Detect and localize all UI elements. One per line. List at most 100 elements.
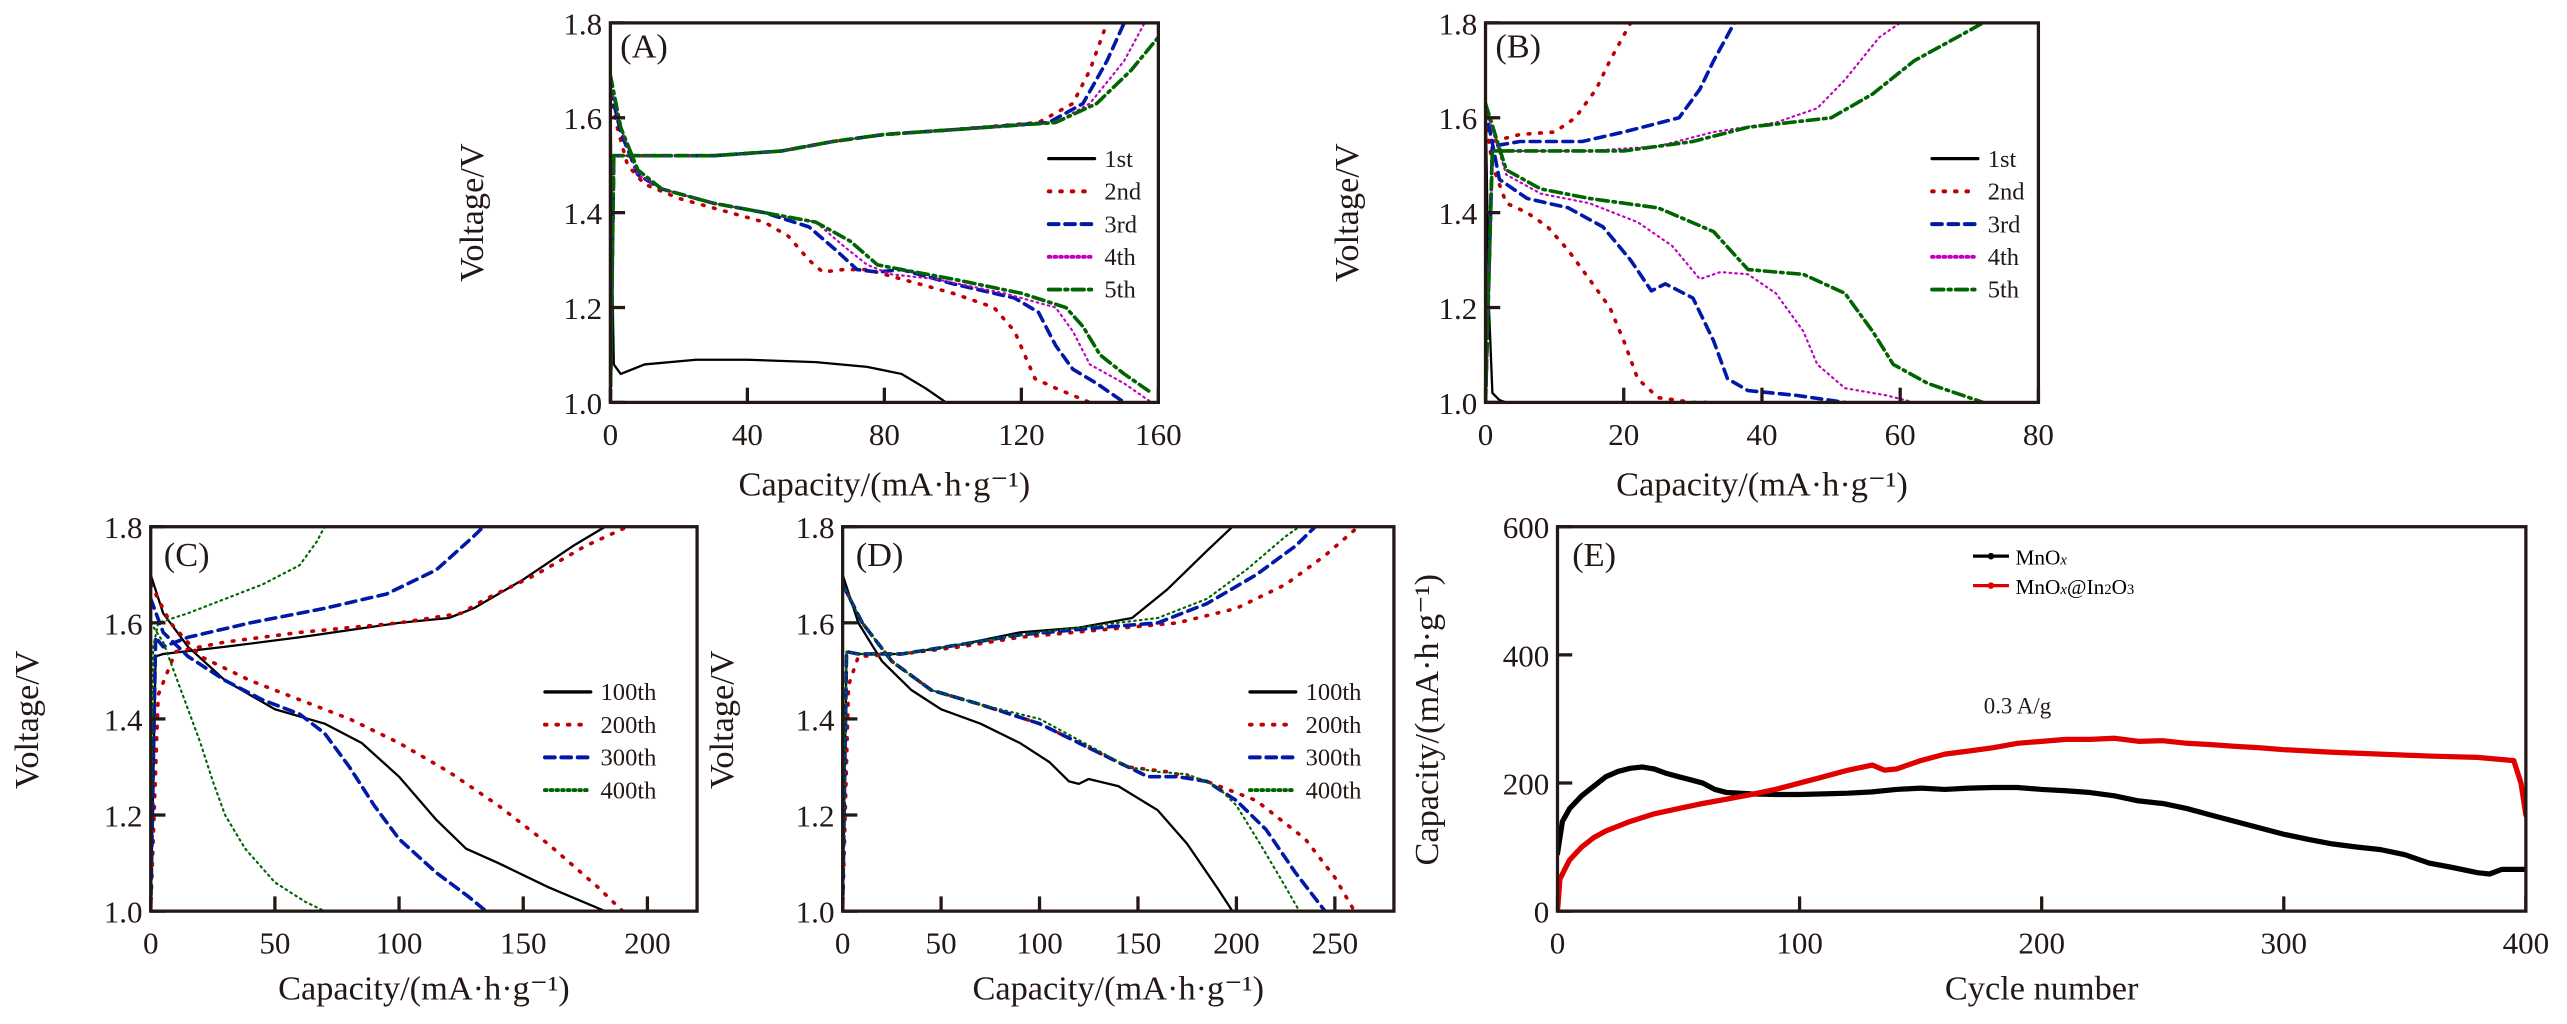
legend-label: 5th	[1988, 277, 2019, 304]
y-tick-label: 1.0	[796, 895, 835, 930]
y-axis-label: Capacity/(mA·h·g⁻¹)	[1408, 574, 1446, 866]
series-100th-charge	[150, 526, 607, 912]
series-group	[610, 22, 1159, 403]
series-3rd-charge	[610, 22, 1126, 403]
panel-a: 0 40 80 120 160 1.0 1.2 1.4 1.6 1.8 Capacity/(mA·h…	[453, 6, 1182, 503]
y-tick-label: 1.6	[1439, 101, 1478, 136]
legend-label: 1st	[1104, 146, 1133, 173]
legend-item: 2nd	[1930, 179, 2024, 206]
legend-label: 2nd	[1104, 179, 1141, 206]
legend-item: MnOx	[1972, 545, 2068, 569]
series-300th-charge	[842, 526, 1318, 912]
y-tick-label: 1.2	[104, 798, 143, 833]
x-axis-label: Capacity/(mA·h·g⁻¹)	[1616, 466, 1908, 504]
x-tick-label: 100	[1776, 926, 1823, 961]
series-300th-charge	[150, 526, 486, 912]
y-tick-label: 0	[1534, 895, 1550, 930]
y-tick-label: 1.6	[796, 606, 835, 641]
legend-label: 300th	[1306, 745, 1362, 772]
x-tick-label: 80	[2023, 417, 2054, 452]
legend-label: 100th	[601, 679, 657, 706]
legend-label: 300th	[601, 745, 657, 772]
legend-item: 4th	[1046, 244, 1136, 271]
series-200th-charge	[150, 526, 630, 912]
x-tick-label: 0	[835, 926, 851, 961]
legend-item: MnOx@In2O3	[1972, 575, 2134, 599]
x-tick-label: 400	[2503, 926, 2550, 961]
y-tick-label: 1.4	[1439, 196, 1478, 231]
x-tick-label: 0	[603, 417, 619, 452]
x-tick-label: 120	[998, 417, 1045, 452]
x-tick-label: 250	[1312, 926, 1359, 961]
legend-marker	[1987, 582, 1995, 589]
series-1st-discharge	[610, 69, 948, 403]
legend: 100th 200th 300th 400th	[1248, 679, 1362, 804]
legend: 1st 2nd 3rd 4th 5th	[1930, 146, 2024, 304]
series-mnox-line	[1557, 764, 2526, 877]
legend-item: 400th	[1248, 777, 1362, 804]
legend-label: 3rd	[1104, 211, 1137, 238]
panel-label: (A)	[620, 27, 668, 65]
panel-label: (E)	[1572, 536, 1616, 574]
series-100th-charge	[842, 526, 1234, 912]
series-200th-discharge	[150, 582, 625, 912]
series-5th-charge	[1485, 22, 1985, 403]
x-tick-label: 50	[926, 926, 957, 961]
legend-label: MnOx	[2016, 545, 2068, 569]
legend-label: 200th	[1306, 712, 1362, 739]
x-tick-label: 100	[1016, 926, 1063, 961]
panel-c: 0 50 100 150 200 1.0 1.2 1.4 1.6 1.8 Capacity/(mA·…	[8, 510, 699, 1007]
y-tick-label: 1.8	[563, 6, 602, 41]
x-tick-label: 200	[624, 926, 671, 961]
x-tick-label: 150	[500, 926, 547, 961]
legend-label: 5th	[1104, 277, 1135, 304]
series-2nd-discharge	[1485, 115, 1716, 403]
series-400th-charge	[842, 526, 1301, 912]
series-4th-charge	[1485, 22, 1902, 403]
y-axis-label: Voltage/V	[8, 650, 46, 789]
x-tick-label: 40	[1746, 417, 1777, 452]
y-tick-label: 1.6	[563, 101, 602, 136]
legend-item: 5th	[1046, 277, 1136, 304]
y-tick-label: 1.8	[104, 510, 143, 545]
series-300th-discharge	[150, 597, 488, 912]
series-5th-discharge	[610, 73, 1154, 395]
legend-label: 400th	[1306, 777, 1362, 804]
legend-label: 3rd	[1988, 211, 2021, 238]
legend-item: 100th	[1248, 679, 1361, 706]
series-group	[1485, 22, 1985, 403]
y-tick-label: 1.0	[1439, 386, 1478, 421]
x-axis-label: Capacity/(mA·h·g⁻¹)	[278, 969, 570, 1007]
legend-item: 300th	[542, 745, 657, 772]
x-tick-label: 20	[1608, 417, 1639, 452]
panel-label: (B)	[1495, 27, 1541, 65]
panel-label: (C)	[164, 536, 210, 574]
y-axis-label: Voltage/V	[453, 143, 491, 282]
y-tick-label: 1.8	[1439, 6, 1478, 41]
legend-marker	[1987, 552, 1995, 560]
legend: 1st 2nd 3rd 4th 5th	[1046, 146, 1141, 304]
x-axis-label: Cycle number	[1945, 969, 2139, 1007]
series-group	[150, 526, 630, 912]
x-tick-label: 150	[1115, 926, 1162, 961]
series-2nd-charge	[610, 22, 1109, 403]
x-tick-label: 0	[1478, 417, 1494, 452]
legend-label: 1st	[1988, 146, 2017, 173]
y-tick-label: 1.4	[104, 702, 143, 737]
series-2nd-charge	[1485, 22, 1633, 403]
x-tick-label: 200	[2018, 926, 2065, 961]
legend-item: 3rd	[1046, 211, 1137, 238]
legend-item: 2nd	[1046, 179, 1141, 206]
series-4th-charge	[610, 22, 1146, 403]
series-5th-discharge	[1485, 101, 1985, 403]
series-100th-discharge	[842, 573, 1234, 912]
y-tick-label: 1.4	[796, 702, 835, 737]
legend-item: 1st	[1930, 146, 2017, 173]
legend-item: 4th	[1930, 244, 2019, 271]
x-axis-label: Capacity/(mA·h·g⁻¹)	[739, 466, 1031, 504]
series-400th-discharge	[150, 621, 326, 912]
y-tick-label: 200	[1503, 766, 1550, 801]
series-3rd-discharge	[1485, 106, 1847, 403]
x-tick-label: 40	[732, 417, 763, 452]
